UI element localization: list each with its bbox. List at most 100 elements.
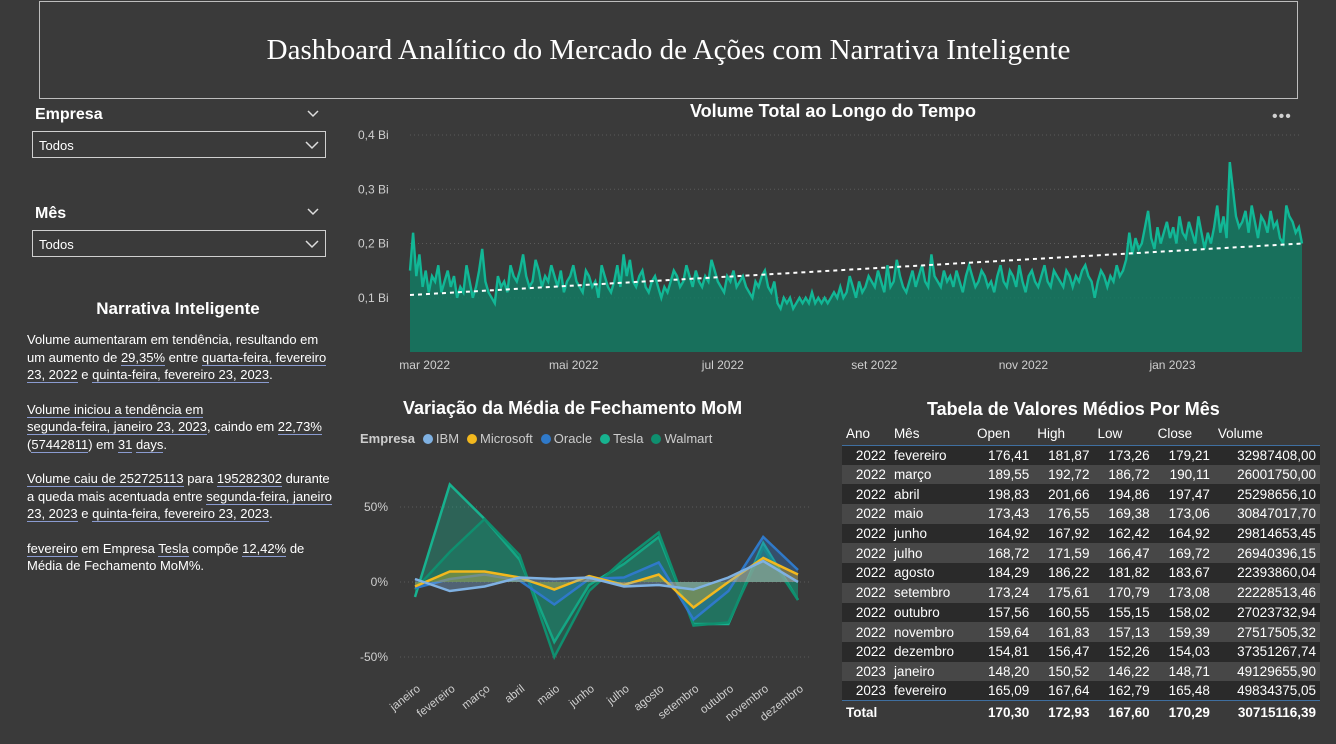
table-cell: 166,47 bbox=[1108, 545, 1150, 561]
table-cell: 29814653,45 bbox=[1237, 526, 1316, 542]
table-cell: 27517505,32 bbox=[1237, 624, 1316, 640]
chevron-down-icon bbox=[305, 240, 319, 249]
table-cell: agosto bbox=[893, 565, 935, 581]
table-row: 2022 fevereiro 176,41 181,87 173,26 179,21 329… bbox=[842, 445, 1320, 465]
dynamic-value: 252725113 bbox=[119, 471, 184, 487]
slicer-dropdown-mes[interactable]: Todos bbox=[32, 230, 326, 257]
table-cell: 30847017,70 bbox=[1237, 506, 1316, 522]
table-cell: 22393860,04 bbox=[1237, 565, 1316, 581]
legend-item-walmart[interactable]: Walmart bbox=[651, 431, 712, 446]
table-cell: 148,20 bbox=[987, 663, 1030, 679]
y-tick-label: 0,4 Bi bbox=[358, 128, 389, 142]
table-row: 2022 setembro 173,24 175,61 170,79 173,08 2222… bbox=[842, 582, 1320, 603]
x-tick-label: abril bbox=[503, 683, 528, 706]
table-total-row: Total 170,30 172,93 167,60 170,29 30715116,39 bbox=[842, 700, 1320, 723]
table-cell: 198,83 bbox=[987, 486, 1030, 502]
column-header[interactable]: Open bbox=[973, 423, 1034, 446]
table-total-cell: Total bbox=[842, 700, 890, 723]
more-options-icon[interactable]: ••• bbox=[1272, 108, 1292, 125]
dynamic-value: 12,42% bbox=[242, 540, 287, 557]
text: Volume aumentaram em tendência, resultan… bbox=[27, 332, 319, 365]
table-cell: 161,83 bbox=[1048, 624, 1090, 640]
chevron-down-icon bbox=[305, 141, 319, 150]
dynamic-value: 195282302 bbox=[216, 471, 282, 487]
text: de Média de Fechamento MoM%. bbox=[27, 540, 305, 574]
table-cell: 181,87 bbox=[1048, 447, 1090, 463]
table-cell: 152,26 bbox=[1108, 644, 1150, 660]
table-row: 2022 novembro 159,64 161,83 157,13 159,39 2751… bbox=[842, 622, 1320, 642]
x-tick-label: jul 2022 bbox=[701, 358, 744, 372]
volume-area bbox=[410, 162, 1302, 352]
dynamic-value: 29,35% bbox=[120, 349, 166, 366]
text: em Empresa bbox=[77, 540, 159, 556]
table-cell: 159,39 bbox=[1168, 624, 1210, 640]
legend-item-ibm[interactable]: IBM bbox=[422, 431, 459, 446]
mom-legend: Empresa IBM Microsoft Oracle Tesla Walma… bbox=[360, 431, 712, 446]
series-area-walmart bbox=[415, 519, 798, 657]
table-cell: 2022 bbox=[855, 447, 886, 463]
table-cell: 169,72 bbox=[1168, 545, 1210, 561]
table-cell: 190,11 bbox=[1169, 467, 1210, 483]
table-cell: 154,03 bbox=[1168, 644, 1210, 660]
table-cell: 26001750,00 bbox=[1237, 467, 1316, 483]
table-row: 2022 abril 198,83 201,66 194,86 197,47 2529865… bbox=[842, 484, 1320, 505]
legend-item-microsoft[interactable]: Microsoft bbox=[467, 431, 533, 446]
volume-line bbox=[408, 161, 1304, 312]
mom-chart-title: Variação da Média de Fechamento MoM bbox=[403, 398, 743, 418]
table-cell: 148,71 bbox=[1168, 663, 1210, 679]
table-cell: 173,26 bbox=[1108, 447, 1150, 463]
slicer-dropdown-empresa[interactable]: Todos bbox=[32, 131, 326, 158]
legend-label: Tesla bbox=[613, 431, 644, 446]
table-cell: setembro bbox=[893, 585, 951, 601]
legend-item-tesla[interactable]: Tesla bbox=[600, 431, 643, 446]
x-tick-label: junho bbox=[567, 683, 597, 710]
text: e bbox=[77, 506, 93, 521]
table-cell: fevereiro bbox=[893, 683, 947, 699]
table-row: 2022 julho 168,72 171,59 166,47 169,72 2694039… bbox=[842, 543, 1320, 564]
table-cell: 179,21 bbox=[1168, 447, 1210, 463]
series-line-walmart bbox=[414, 517, 800, 661]
table-cell: 168,72 bbox=[987, 545, 1030, 561]
table-cell: 22228513,46 bbox=[1237, 585, 1316, 601]
column-header[interactable]: Low bbox=[1093, 423, 1154, 446]
dynamic-value: 57442811 bbox=[31, 436, 89, 453]
text: entre bbox=[165, 349, 202, 365]
column-header[interactable]: Volume bbox=[1213, 423, 1320, 446]
table-header-row: Ano Mês Open High Low Close Volume bbox=[842, 423, 1320, 446]
slicer-value: Todos bbox=[39, 237, 74, 252]
table-cell: 157,56 bbox=[987, 604, 1030, 620]
legend-label: Microsoft bbox=[480, 431, 533, 446]
column-header[interactable]: High bbox=[1033, 423, 1094, 446]
x-tick-label: julho bbox=[604, 683, 631, 708]
table-row: 2022 março 189,55 192,72 186,72 190,11 2600175… bbox=[842, 464, 1320, 485]
table-cell: 173,08 bbox=[1168, 585, 1210, 601]
chevron-down-icon[interactable] bbox=[306, 107, 320, 121]
table-cell: 162,42 bbox=[1108, 526, 1150, 542]
table-cell: 160,55 bbox=[1048, 604, 1090, 620]
table-cell: 167,64 bbox=[1048, 683, 1090, 699]
column-header[interactable]: Ano bbox=[842, 423, 890, 446]
table-total-cell: 170,30 bbox=[973, 700, 1034, 723]
y-tick-label: -50% bbox=[360, 650, 388, 664]
table-row: 2022 agosto 184,29 186,22 181,82 183,67 223938… bbox=[842, 563, 1320, 583]
series-line-ibm bbox=[414, 559, 799, 593]
legend-item-oracle[interactable]: Oracle bbox=[540, 431, 592, 446]
text: compõe bbox=[188, 540, 243, 556]
column-header[interactable]: Mês bbox=[889, 423, 974, 446]
text: ( bbox=[27, 436, 32, 452]
dynamic-value: quinta-feira, fevereiro 23, 2023 bbox=[92, 367, 270, 383]
table-cell: 194,86 bbox=[1108, 486, 1150, 502]
volume-chart-title: Volume Total ao Longo do Tempo bbox=[690, 101, 976, 121]
table-cell: 150,52 bbox=[1048, 663, 1090, 679]
table-cell: 175,61 bbox=[1048, 585, 1090, 601]
table-cell: 173,06 bbox=[1168, 506, 1210, 522]
column-header[interactable]: Close bbox=[1153, 423, 1214, 446]
narrative-paragraph: Volume iniciou a tendência em segunda-fei… bbox=[27, 401, 337, 454]
table-cell: 26940396,15 bbox=[1237, 545, 1316, 561]
table-cell: 2022 bbox=[855, 545, 886, 561]
chevron-down-icon[interactable] bbox=[306, 205, 320, 219]
x-tick-label: mar 2022 bbox=[399, 358, 450, 372]
table-cell: 181,82 bbox=[1108, 565, 1150, 581]
table-cell: 170,79 bbox=[1108, 585, 1150, 601]
